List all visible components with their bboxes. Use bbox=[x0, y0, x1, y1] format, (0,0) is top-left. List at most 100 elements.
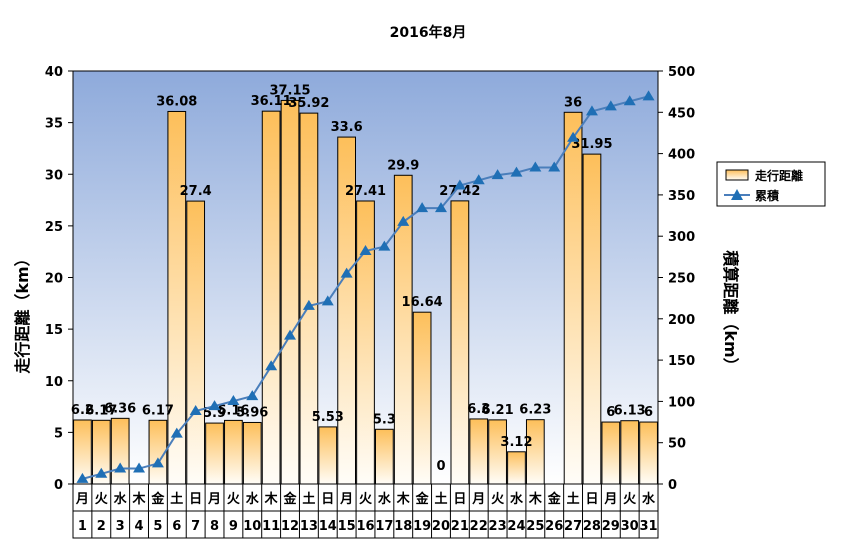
right-tick-label: 450 bbox=[668, 106, 695, 121]
left-tick-label: 20 bbox=[45, 272, 63, 287]
weekday-label: 月 bbox=[75, 492, 89, 507]
legend-bar-label: 走行距離 bbox=[755, 168, 803, 183]
cumulative-point bbox=[548, 161, 561, 172]
bar-data-label: 6.36 bbox=[104, 401, 136, 416]
cumulative-point bbox=[208, 400, 221, 411]
cumulative-point bbox=[529, 161, 542, 172]
bar-data-label: 37.15 bbox=[269, 83, 310, 98]
bar bbox=[639, 421, 658, 485]
day-label: 17 bbox=[375, 519, 393, 534]
day-label: 19 bbox=[413, 519, 431, 534]
left-tick-label: 15 bbox=[45, 323, 63, 338]
bar bbox=[110, 417, 130, 485]
day-label: 16 bbox=[356, 519, 374, 534]
bar bbox=[620, 420, 640, 485]
legend: 走行距離 累積 bbox=[716, 161, 826, 207]
bar-data-label: 27.42 bbox=[439, 184, 480, 199]
left-tick-label: 40 bbox=[45, 65, 63, 80]
day-label: 15 bbox=[338, 519, 356, 534]
weekday-label: 日 bbox=[453, 492, 466, 507]
weekday-label: 土 bbox=[170, 491, 183, 507]
weekday-label: 木 bbox=[528, 491, 543, 507]
day-label: 13 bbox=[300, 519, 318, 534]
right-tick-label: 50 bbox=[668, 437, 686, 452]
cumulative-point bbox=[189, 404, 202, 415]
bar bbox=[469, 418, 489, 485]
weekday-label: 金 bbox=[547, 491, 562, 507]
weekday-label: 金 bbox=[283, 491, 298, 507]
cumulative-point bbox=[114, 462, 127, 473]
cumulative-point bbox=[284, 329, 297, 340]
right-tick-label: 300 bbox=[668, 230, 695, 245]
right-tick-label: 200 bbox=[668, 313, 695, 328]
day-label: 6 bbox=[172, 519, 181, 534]
bar-data-label: 6.16 bbox=[217, 403, 249, 418]
bar-data-label: 6.17 bbox=[85, 403, 117, 418]
day-label: 8 bbox=[210, 519, 219, 534]
cumulative-point bbox=[510, 166, 523, 177]
bar-data-label: 5.96 bbox=[236, 405, 268, 420]
day-label: 18 bbox=[394, 519, 412, 534]
day-label: 20 bbox=[432, 519, 450, 534]
left-tick-label: 0 bbox=[54, 478, 63, 493]
weekday-label: 水 bbox=[642, 491, 656, 507]
day-label: 9 bbox=[229, 519, 238, 534]
day-label: 29 bbox=[602, 519, 620, 534]
day-label: 7 bbox=[191, 519, 200, 534]
weekday-label: 月 bbox=[207, 492, 221, 507]
weekday-label: 火 bbox=[491, 492, 505, 507]
bar-data-label: 36.11 bbox=[251, 94, 292, 109]
weekday-label: 日 bbox=[189, 492, 202, 507]
weekday-label: 土 bbox=[567, 491, 580, 507]
left-tick-label: 30 bbox=[45, 168, 63, 183]
bar-data-label: 27.41 bbox=[345, 184, 386, 199]
weekday-label: 水 bbox=[246, 491, 260, 507]
day-label: 27 bbox=[564, 519, 582, 534]
weekday-label: 金 bbox=[150, 491, 165, 507]
bar-data-label: 36 bbox=[564, 95, 582, 110]
bar-data-label: 35.92 bbox=[288, 96, 329, 111]
cumulative-point bbox=[453, 179, 466, 190]
bar-data-label: 6.17 bbox=[142, 403, 174, 418]
right-axis: 0 50 100 150 200 250 300 350 400 450 500 bbox=[658, 65, 695, 493]
bar-data-label: 33.6 bbox=[331, 120, 363, 135]
day-label: 28 bbox=[583, 519, 601, 534]
line-series bbox=[76, 90, 655, 483]
cumulative-point bbox=[340, 267, 353, 278]
chart-title: 2016年8月 bbox=[390, 24, 467, 41]
cumulative-point bbox=[567, 131, 580, 142]
cumulative-point bbox=[434, 202, 447, 213]
cumulative-point bbox=[76, 472, 89, 483]
right-tick-label: 150 bbox=[668, 354, 695, 369]
bar bbox=[450, 200, 470, 485]
bar-data-label: 36.08 bbox=[156, 94, 197, 109]
cumulative-point bbox=[302, 299, 315, 310]
legend-bar-swatch bbox=[725, 169, 749, 181]
day-label: 26 bbox=[545, 519, 563, 534]
cumulative-point bbox=[151, 457, 164, 468]
cumulative-point bbox=[227, 395, 240, 406]
left-tick-label: 25 bbox=[45, 220, 63, 235]
legend-line-label: 累積 bbox=[755, 188, 780, 203]
right-tick-label: 100 bbox=[668, 395, 695, 410]
bar-data-label: 31.95 bbox=[571, 137, 612, 152]
bar-data-label: 5.3 bbox=[373, 412, 396, 427]
legend-marker-swatch bbox=[731, 189, 743, 200]
cumulative-point bbox=[491, 169, 504, 180]
left-tick-label: 5 bbox=[54, 426, 63, 441]
bar bbox=[205, 422, 224, 485]
right-tick-label: 0 bbox=[668, 478, 677, 493]
bar-data-label: 6.13 bbox=[614, 404, 646, 419]
bar-data-label: 5.53 bbox=[312, 410, 344, 425]
weekday-label: 月 bbox=[603, 492, 617, 507]
right-tick-label: 400 bbox=[668, 148, 695, 163]
bar-data-label: 6.2 bbox=[71, 403, 94, 418]
right-tick-label: 500 bbox=[668, 65, 695, 80]
bar bbox=[299, 112, 319, 485]
day-label: 1 bbox=[78, 519, 87, 534]
bar-data-label: 3.12 bbox=[500, 435, 532, 450]
bar-data-label: 27.4 bbox=[180, 184, 212, 199]
bar bbox=[261, 110, 281, 485]
bar bbox=[356, 200, 375, 485]
